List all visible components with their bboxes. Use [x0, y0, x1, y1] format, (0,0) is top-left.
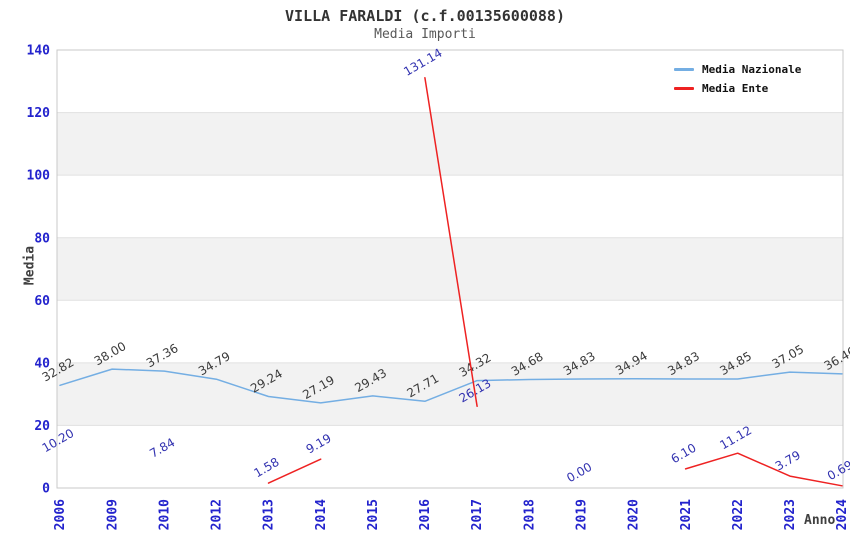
value-label: 0.00: [564, 460, 594, 485]
value-label: 9.19: [304, 431, 334, 456]
y-tick-label: 120: [27, 106, 51, 121]
x-axis-title: Anno: [804, 513, 836, 528]
y-tick-label: 60: [34, 294, 50, 309]
value-label: 6.10: [669, 441, 699, 466]
x-tick-label: 2019: [574, 499, 589, 530]
value-label: 36.46: [822, 344, 850, 373]
x-tick-label: 2010: [157, 499, 172, 530]
x-tick-label: 2006: [53, 499, 68, 530]
x-tick-label: 2020: [627, 499, 642, 530]
x-tick-label: 2024: [835, 499, 850, 530]
plot-border: [56, 49, 844, 489]
x-tick-label: 2009: [105, 499, 120, 530]
x-tick-label: 2021: [679, 499, 694, 530]
media-nazionale-line: [59, 368, 843, 404]
value-label: 131.14: [401, 46, 444, 79]
value-label: 0.69: [825, 458, 850, 483]
x-tick-label: 2017: [470, 499, 485, 530]
legend-label: Media Nazionale: [702, 62, 802, 76]
y-axis-title: Media: [22, 245, 38, 286]
x-tick-label: 2018: [522, 499, 537, 530]
value-label: 3.79: [773, 448, 803, 473]
x-tick-label: 2015: [366, 499, 381, 530]
media-ente-swatch-icon: [674, 86, 694, 90]
media-nazionale-swatch-icon: [674, 67, 694, 71]
legend-entry-media-ente: Media Ente: [674, 81, 801, 95]
x-tick-label: 2016: [418, 499, 433, 530]
grid-band: [57, 362, 843, 426]
legend: Media Nazionale Media Ente: [674, 63, 801, 101]
y-tick-label: 40: [34, 356, 50, 371]
grid-band: [57, 237, 843, 301]
media-ente-line: [424, 76, 478, 408]
chart-title: VILLA FARALDI (c.f.00135600088): [285, 7, 565, 25]
x-tick-label: 2022: [731, 499, 746, 530]
legend-label: Media Ente: [702, 81, 769, 95]
x-tick-label: 2012: [210, 499, 225, 530]
chart-subtitle: Media Importi: [374, 27, 476, 42]
x-tick-label: 2023: [783, 499, 798, 530]
media-ente-line: [267, 458, 322, 484]
value-label: 11.12: [717, 423, 754, 452]
legend-entry-media-nazionale: Media Nazionale: [674, 62, 802, 76]
value-label: 1.58: [251, 455, 281, 480]
value-label: 7.84: [147, 435, 177, 460]
x-tick-label: 2013: [262, 499, 277, 530]
y-tick-label: 100: [27, 169, 51, 184]
x-tick-label: 2014: [314, 499, 329, 530]
grid-band: [57, 112, 843, 176]
y-tick-label: 80: [34, 231, 50, 246]
y-tick-label: 0: [42, 482, 50, 497]
media-ente-line: [684, 452, 843, 487]
y-tick-label: 140: [27, 44, 51, 59]
y-tick-label: 20: [34, 419, 50, 434]
